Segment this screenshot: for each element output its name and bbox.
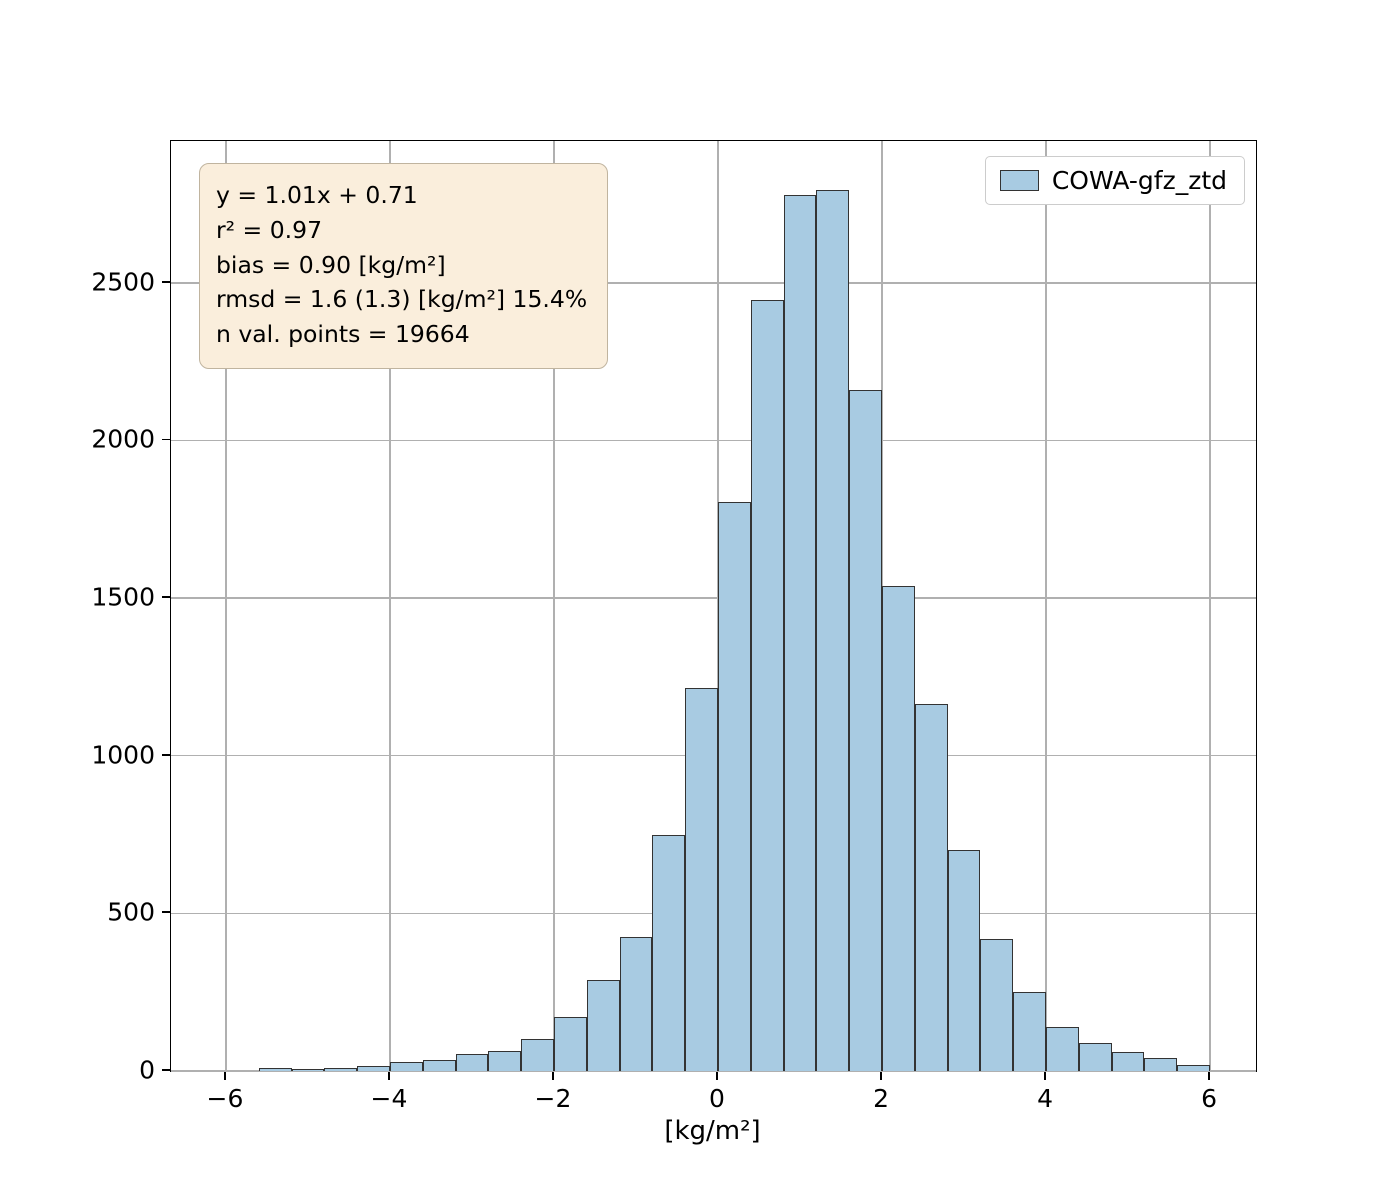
histogram-bar <box>914 703 948 1071</box>
y-tick-mark <box>162 753 170 756</box>
histogram-bar <box>849 390 883 1071</box>
histogram-bar <box>783 194 817 1071</box>
histogram-bar <box>291 1069 325 1071</box>
histogram-bar <box>947 850 981 1071</box>
grid-line-vertical <box>225 141 227 1071</box>
stats-line-n-points: n val. points = 19664 <box>216 320 470 349</box>
stats-line-bias: bias = 0.90 [kg/m²] <box>216 250 446 279</box>
histogram-bar <box>685 687 718 1071</box>
y-tick-mark <box>162 596 170 598</box>
x-tick-label: 6 <box>1201 1084 1218 1113</box>
histogram-bar <box>521 1039 554 1071</box>
histogram-bar <box>1078 1042 1112 1071</box>
y-tick-label: 500 <box>107 897 155 927</box>
x-tick-label: −2 <box>534 1084 572 1113</box>
x-tick-label: 4 <box>1037 1084 1053 1113</box>
stats-line-rmsd: rmsd = 1.6 (1.3) [kg/m²] 15.4% <box>216 285 588 314</box>
x-tick-mark <box>224 1071 226 1080</box>
histogram-bar <box>1177 1065 1211 1071</box>
histogram-bar <box>258 1068 292 1071</box>
histogram-bar <box>1144 1058 1178 1071</box>
x-tick-mark <box>716 1071 718 1080</box>
y-tick-mark <box>162 911 170 914</box>
histogram-bar <box>882 585 915 1071</box>
histogram-bar <box>586 979 620 1071</box>
grid-line-vertical <box>881 141 883 1071</box>
histogram-bar <box>389 1061 423 1071</box>
stats-line-r-squared: r² = 0.97 <box>216 215 323 244</box>
y-tick-label: 0 <box>139 1055 155 1085</box>
histogram-bar <box>750 300 784 1071</box>
legend-label: COWA-gfz_ztd <box>1051 166 1227 195</box>
histogram-bar <box>488 1050 522 1071</box>
histogram-bar <box>324 1068 358 1071</box>
grid-line-horizontal <box>171 1070 1256 1072</box>
legend: COWA-gfz_ztd <box>984 156 1245 205</box>
x-tick-label: 0 <box>709 1084 725 1113</box>
legend-patch-icon <box>999 170 1039 191</box>
histogram-bar <box>816 189 850 1071</box>
y-tick-label: 1000 <box>91 740 155 770</box>
grid-line-vertical <box>1209 141 1211 1071</box>
stats-line-equation: y = 1.01x + 0.71 <box>216 181 418 209</box>
x-tick-mark <box>1044 1071 1046 1080</box>
grid-line-horizontal <box>171 597 1256 599</box>
y-tick-mark <box>162 1069 170 1071</box>
histogram-bar <box>619 937 653 1071</box>
x-axis-label: [kg/m²] <box>664 1116 761 1146</box>
y-tick-label: 1500 <box>91 582 155 612</box>
grid-line-horizontal <box>171 439 1256 442</box>
histogram-bar <box>553 1017 587 1071</box>
histogram-bar <box>652 834 686 1071</box>
histogram-bar <box>718 501 751 1071</box>
y-tick-label: 2000 <box>91 424 155 454</box>
histogram-bar <box>455 1053 489 1071</box>
x-tick-mark <box>552 1071 554 1080</box>
y-tick-label: 2500 <box>91 267 155 297</box>
stats-box: y = 1.01x + 0.71 r² = 0.97 bias = 0.90 [… <box>199 163 609 369</box>
plot-area: y = 1.01x + 0.71 r² = 0.97 bias = 0.90 [… <box>170 140 1257 1072</box>
grid-line-vertical <box>553 141 555 1071</box>
x-tick-label: −4 <box>370 1084 408 1113</box>
x-tick-mark <box>1208 1071 1210 1080</box>
x-tick-mark <box>388 1071 390 1080</box>
histogram-bar <box>980 938 1014 1071</box>
histogram-bar <box>357 1066 390 1071</box>
histogram-bar <box>422 1059 456 1071</box>
grid-line-vertical <box>1045 141 1047 1071</box>
histogram-bar <box>1111 1052 1145 1071</box>
x-tick-label: −6 <box>206 1084 244 1113</box>
x-tick-label: 2 <box>873 1084 889 1113</box>
grid-line-horizontal <box>171 282 1256 284</box>
y-tick-mark <box>162 280 170 283</box>
histogram-bar <box>1013 992 1047 1071</box>
y-tick-mark <box>162 438 170 441</box>
grid-line-vertical <box>389 141 391 1071</box>
x-tick-mark <box>880 1071 882 1080</box>
histogram-bar <box>1046 1026 1079 1071</box>
